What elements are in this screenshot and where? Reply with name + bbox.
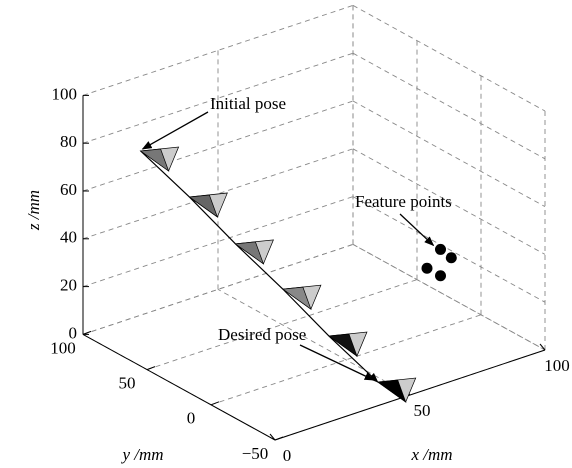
pose-face (234, 241, 265, 265)
x-tick-label: 0 (283, 446, 292, 465)
z-tick-label: 100 (52, 84, 78, 103)
x-axis-label: x /mm (410, 445, 452, 464)
grid-line (82, 148, 354, 240)
grid-line (82, 196, 354, 288)
feature-point (435, 270, 446, 282)
pose-face (281, 286, 312, 311)
annotation: Feature points (355, 192, 452, 211)
pose-face (327, 333, 358, 357)
trajectory (140, 150, 379, 383)
pose (139, 146, 180, 172)
y-tick-label: 100 (50, 338, 76, 357)
pose (281, 284, 322, 311)
grid-line (82, 100, 354, 192)
pose (376, 377, 417, 403)
y-tick-label: 0 (187, 409, 196, 428)
y-axis-label: y /mm (120, 445, 163, 464)
annotation-arrow (299, 344, 375, 381)
feature-point (435, 243, 446, 255)
y-tick (82, 330, 92, 335)
x-tick (269, 433, 276, 441)
y-tick (146, 366, 156, 371)
grid-line (352, 148, 546, 255)
pose (327, 331, 368, 357)
y-tick (210, 401, 220, 406)
z-tick-label: 40 (60, 228, 77, 247)
pose (234, 239, 274, 265)
grid-line (352, 244, 546, 351)
z-axis-label: z /mm (24, 190, 43, 231)
feature-point (445, 252, 457, 264)
grid-line (82, 243, 354, 335)
z-tick-label: 20 (60, 276, 77, 295)
annotation-arrow (399, 213, 435, 247)
grid-line (352, 5, 546, 112)
pose (188, 192, 228, 218)
feature-point (421, 262, 433, 274)
pose-face (188, 194, 219, 218)
y-tick (274, 436, 284, 441)
x-tick-label: 50 (414, 401, 431, 420)
grid-line (82, 52, 354, 144)
pose-face (139, 148, 170, 172)
grid-line (352, 100, 546, 207)
annotation-arrow (141, 111, 209, 150)
annotation: Initial pose (210, 94, 286, 113)
grid-line (146, 279, 418, 371)
grid-line (352, 52, 546, 160)
annotation: Desired pose (218, 325, 306, 344)
z-tick-label: 60 (60, 180, 77, 199)
y-tick-label: −50 (242, 444, 269, 463)
grid-line (210, 314, 482, 406)
x-tick-label: 100 (544, 356, 570, 375)
pose-face (376, 379, 407, 403)
grid-line (352, 196, 546, 303)
x-tick (539, 343, 546, 351)
y-tick-label: 50 (119, 374, 136, 393)
z-tick-label: 0 (69, 323, 78, 342)
grid-line (82, 4, 354, 96)
y-axis (82, 333, 276, 441)
z-tick-label: 80 (60, 132, 77, 151)
